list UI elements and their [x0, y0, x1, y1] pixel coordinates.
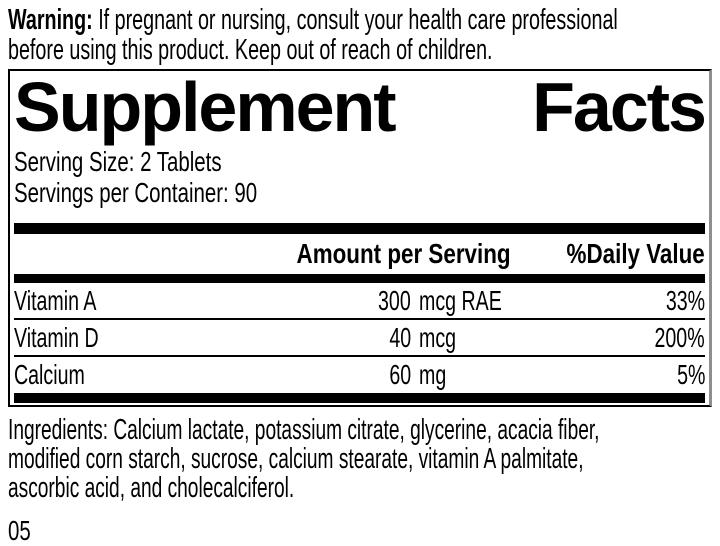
- column-header-daily-value: %Daily Value: [566, 238, 705, 269]
- column-header-amount-per-serving: Amount per Serving: [296, 238, 511, 269]
- nutrient-amount: 300 mcg RAE: [378, 285, 502, 316]
- title-word-supplement: Supplement: [14, 68, 397, 146]
- warning-line-1: Warning: If pregnant or nursing, consult…: [8, 5, 712, 35]
- warning-prefix: Warning:: [8, 4, 93, 36]
- warning-text: Warning: If pregnant or nursing, consult…: [0, 0, 720, 65]
- serving-size: Serving Size: 2 Tablets: [14, 146, 222, 177]
- nutrient-daily-value: 33%: [665, 285, 705, 316]
- nutrient-amount: 40 mcg: [389, 322, 457, 353]
- thick-divider-top: [14, 223, 705, 234]
- table-row-vitamin-a: Vitamin A 300 mcg RAE 33%: [14, 283, 705, 318]
- ingredients-line-1: Ingredients: Calcium lactate, potassium …: [8, 414, 600, 446]
- supplement-facts-panel: Supplement Facts Serving Size: 2 Tablets…: [8, 69, 712, 407]
- table-row-vitamin-d: Vitamin D 40 mcg 200%: [14, 318, 705, 355]
- title-word-facts: Facts: [532, 68, 707, 146]
- table-header-row: Amount per Serving %Daily Value: [14, 234, 705, 283]
- ingredients-line-3: ascorbic acid, and cholecalciferol.: [8, 472, 295, 504]
- nutrient-name: Vitamin D: [14, 322, 99, 353]
- warning-line-1-text: If pregnant or nursing, consult your hea…: [92, 4, 618, 36]
- nutrient-daily-value: 5%: [676, 359, 705, 390]
- footer-code: 05: [8, 515, 31, 546]
- nutrient-amount: 60 mg: [389, 359, 447, 390]
- thick-divider-bottom: [14, 393, 705, 403]
- servings-per-container: Servings per Container: 90: [14, 177, 258, 208]
- nutrient-name: Calcium: [14, 359, 85, 390]
- warning-line-2: before using this product. Keep out of r…: [8, 34, 493, 66]
- ingredients-line-2: modified corn starch, sucrose, calcium s…: [8, 443, 584, 475]
- nutrient-name: Vitamin A: [14, 285, 97, 316]
- table-row-calcium: Calcium 60 mg 5%: [14, 355, 705, 392]
- nutrient-daily-value: 200%: [654, 322, 705, 353]
- panel-title: Supplement Facts: [14, 68, 707, 146]
- ingredients-text: Ingredients: Calcium lactate, potassium …: [8, 416, 712, 503]
- serving-info: Serving Size: 2 Tablets Servings per Con…: [14, 146, 705, 208]
